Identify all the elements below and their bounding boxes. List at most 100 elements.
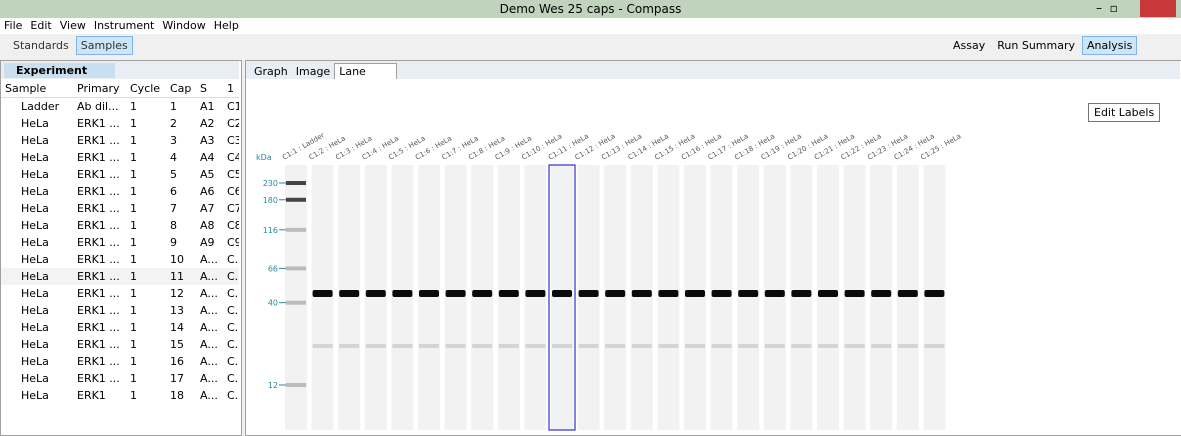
- table-cell: C...: [223, 251, 239, 268]
- lane: [312, 165, 334, 430]
- toolbar-button[interactable]: Assay: [948, 36, 990, 55]
- table-cell: A...: [196, 370, 223, 387]
- experiment-tab[interactable]: Experiment: [4, 63, 115, 78]
- band: [392, 290, 412, 297]
- column-header[interactable]: 1: [223, 82, 239, 97]
- menu-item[interactable]: Edit: [26, 18, 55, 33]
- band: [579, 290, 599, 297]
- table-cell: HeLa: [1, 387, 73, 404]
- column-header[interactable]: Cycle: [126, 82, 166, 97]
- unit-label: kDa: [256, 153, 272, 162]
- toolbar-button[interactable]: Samples: [76, 36, 133, 55]
- table-cell: HeLa: [1, 251, 73, 268]
- band: [339, 344, 359, 348]
- table-cell: C2: [223, 115, 239, 132]
- column-header[interactable]: S: [196, 82, 223, 97]
- lane: [498, 165, 520, 430]
- table-cell: HeLa: [1, 183, 73, 200]
- menu-item[interactable]: File: [0, 18, 26, 33]
- window-controls[interactable]: – ▫: [1096, 1, 1118, 15]
- menu-item[interactable]: Help: [210, 18, 243, 33]
- table-cell: HeLa: [1, 353, 73, 370]
- marker-label: 66: [268, 264, 278, 273]
- column-header[interactable]: Sample: [1, 82, 73, 97]
- view-tab[interactable]: Image: [292, 64, 334, 79]
- table-cell: 1: [126, 370, 166, 387]
- table-cell: ERK1: [73, 387, 126, 404]
- table-cell: 15: [166, 336, 196, 353]
- lane: [391, 165, 413, 430]
- table-cell: 1: [126, 302, 166, 319]
- toolbar-button[interactable]: Analysis: [1082, 36, 1137, 55]
- table-cell: 18: [166, 387, 196, 404]
- table-cell: 17: [166, 370, 196, 387]
- ladder-band: [286, 383, 306, 387]
- menu-item[interactable]: View: [56, 18, 90, 33]
- table-cell: C...: [223, 285, 239, 302]
- table-cell: C4: [223, 149, 239, 166]
- marker-label: 180: [263, 196, 278, 205]
- ladder-band: [286, 198, 306, 202]
- close-button[interactable]: [1140, 0, 1176, 17]
- lane: [365, 165, 387, 430]
- lane: [844, 165, 866, 430]
- table-cell: 4: [166, 149, 196, 166]
- band: [658, 344, 678, 348]
- table-cell: A8: [196, 217, 223, 234]
- band: [818, 290, 838, 297]
- table-cell: 12: [166, 285, 196, 302]
- menu-item[interactable]: Window: [158, 18, 209, 33]
- lane: [657, 165, 679, 430]
- table-cell: 1: [126, 285, 166, 302]
- view-tabs: GraphImageLane: [250, 63, 397, 79]
- lane: [445, 165, 467, 430]
- table-cell: HeLa: [1, 370, 73, 387]
- band: [392, 344, 412, 348]
- table-cell: ERK1 ...: [73, 166, 126, 183]
- table-cell: 1: [126, 217, 166, 234]
- table-cell: 1: [126, 336, 166, 353]
- marker-label: 40: [268, 299, 278, 308]
- table-cell: 2: [166, 115, 196, 132]
- menu-item[interactable]: Instrument: [90, 18, 159, 33]
- table-cell: C...: [223, 319, 239, 336]
- ladder-band: [286, 228, 306, 232]
- column-header[interactable]: Primary: [73, 82, 126, 97]
- table-cell: 1: [126, 149, 166, 166]
- lane: [338, 165, 360, 430]
- band: [313, 344, 333, 348]
- toolbar-left: StandardsSamples: [8, 36, 135, 55]
- table-cell: 1: [126, 132, 166, 149]
- column-header[interactable]: Cap: [166, 82, 196, 97]
- view-tab[interactable]: Graph: [250, 64, 292, 79]
- band: [685, 290, 705, 297]
- table-cell: 1: [126, 98, 166, 115]
- table-cell: 7: [166, 200, 196, 217]
- table-cell: HeLa: [1, 285, 73, 302]
- toolbar-button[interactable]: Run Summary: [992, 36, 1080, 55]
- table-cell: C...: [223, 336, 239, 353]
- band: [712, 344, 732, 348]
- view-tab[interactable]: Lane: [334, 63, 397, 79]
- band: [871, 344, 891, 348]
- table-cell: A...: [196, 302, 223, 319]
- toolbar-button[interactable]: Standards: [8, 36, 74, 55]
